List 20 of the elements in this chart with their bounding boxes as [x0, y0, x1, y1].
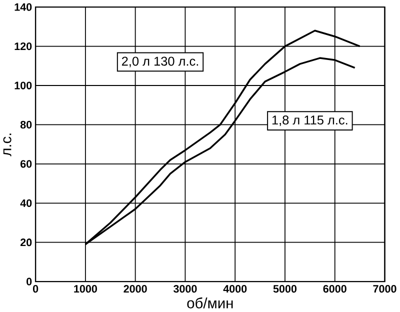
y-tick-label: 100: [14, 82, 32, 90]
x-tick-label: 6000: [323, 285, 346, 293]
x-axis-title: об/мин: [187, 298, 233, 309]
y-tick-label: 60: [20, 160, 32, 168]
x-tick-label: 4000: [223, 285, 247, 293]
y-axis-title: л.с.: [3, 134, 12, 156]
text: 2,0 л 130 л.с.: [122, 56, 198, 68]
x-tick-label: 1000: [74, 285, 97, 293]
y-tick-label: 20: [20, 238, 32, 246]
y-tick-label: 40: [20, 200, 32, 208]
text: 1,8 л 115 л.с.: [272, 116, 348, 126]
y-tick-label: 120: [14, 42, 32, 50]
y-tick-label: 140: [14, 3, 32, 12]
x-tick-label: 2000: [124, 285, 147, 293]
y-tick-label: 80: [20, 121, 32, 129]
x-tick-label: 5000: [273, 285, 297, 293]
x-tick-label: 3000: [173, 285, 197, 293]
y-tick-label: 0: [26, 278, 32, 286]
x-tick-label: 7000: [373, 285, 396, 293]
x-tick-label: 0: [32, 285, 38, 293]
